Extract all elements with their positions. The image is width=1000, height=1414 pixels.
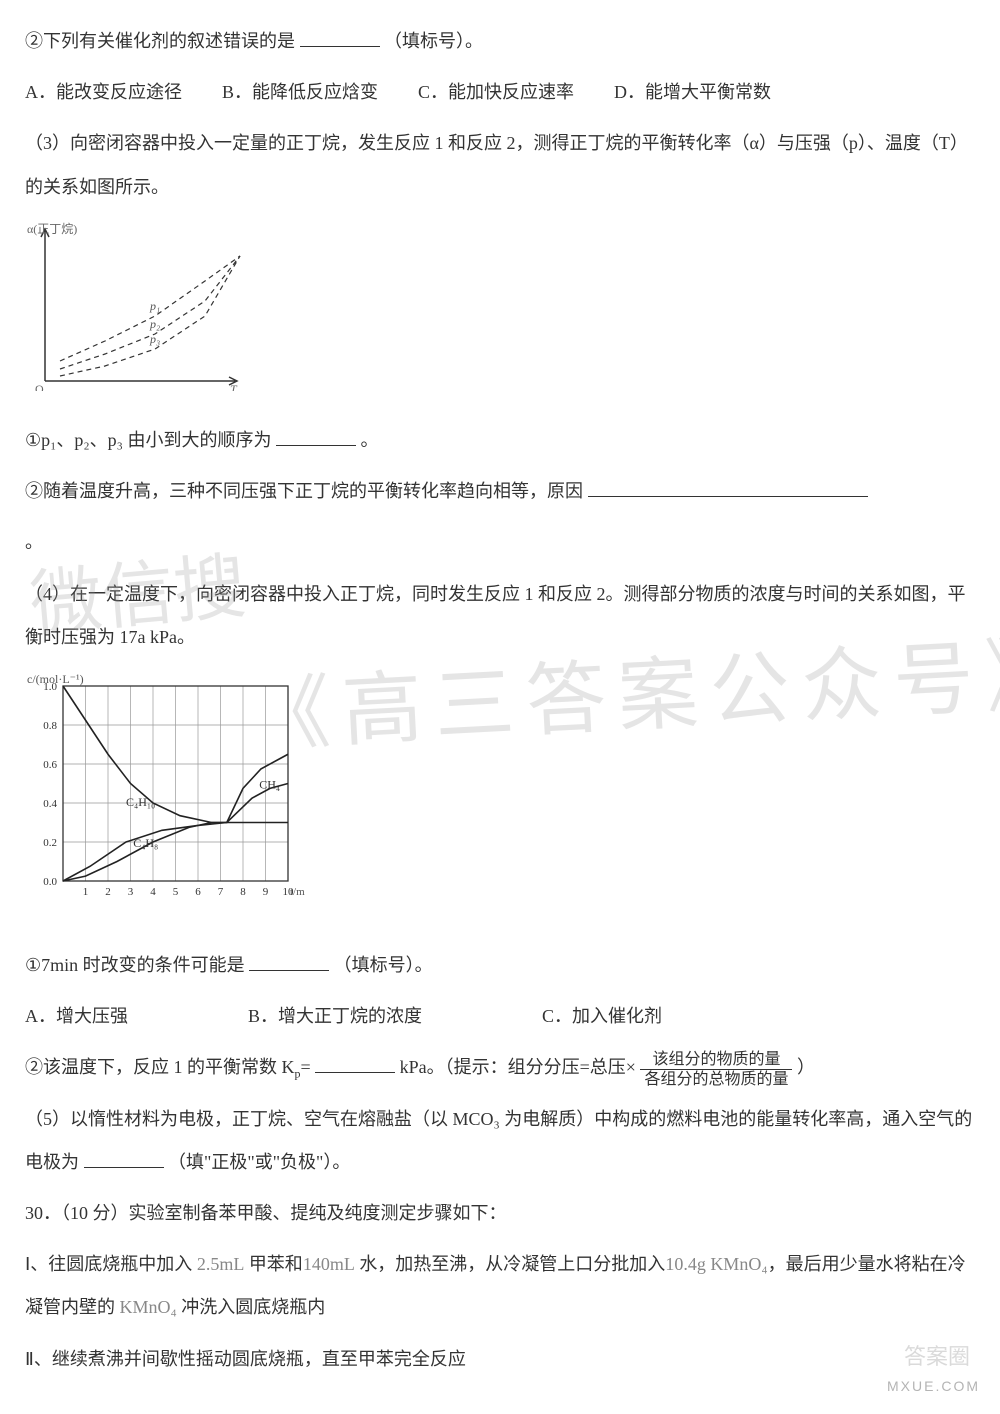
svg-text:C₄H₈: C₄H₈ — [133, 836, 158, 850]
q4-sub2-a: ②该温度下，反应 1 的平衡常数 K — [25, 1057, 295, 1077]
q2-opt-b: B．能降低反应焓变 — [222, 71, 378, 114]
q4-sub2-d: ） — [797, 1057, 815, 1077]
q4-sub1: ①7min 时改变的条件可能是 （填标号）。 — [25, 944, 975, 987]
q2-options: A．能改变反应途径 B．能降低反应焓变 C．能加快反应速率 D．能增大平衡常数 — [25, 71, 975, 114]
q4-sub2-blank — [315, 1052, 395, 1074]
chart1-svg: α(正丁烷) T Op₁ p₂p₃ — [25, 221, 245, 391]
svg-text:p₂: p₂ — [149, 317, 160, 331]
svg-text:C₄H₁₀: C₄H₁₀ — [126, 795, 155, 809]
svg-text:p₃: p₃ — [149, 332, 160, 346]
q2-opt-d: D．能增大平衡常数 — [614, 71, 771, 114]
svg-text:9: 9 — [263, 886, 269, 898]
q30-v3: 10.4g KMnO₄ — [665, 1254, 767, 1274]
q5-stem: （5）以惰性材料为电极，正丁烷、空气在熔融盐（以 MCO₃ 为电解质）中构成的燃… — [25, 1098, 975, 1184]
svg-text:c/(mol·L⁻¹): c/(mol·L⁻¹) — [27, 672, 84, 686]
chart1-container: α(正丁烷) T Op₁ p₂p₃ — [25, 221, 975, 407]
chart2-svg: 0.00.20.40.60.81.012345678910c/(mol·L⁻¹)… — [25, 671, 305, 916]
q30-s1-a: Ⅰ、往圆底烧瓶中加入 — [25, 1254, 197, 1274]
q3-sub2-blank — [588, 476, 868, 498]
q3-period: 。 — [25, 521, 975, 564]
q4-frac-num: 该组分的物质的量 — [640, 1050, 792, 1070]
q3-sub2-text: ②随着温度升高，三种不同压强下正丁烷的平衡转化率趋向相等，原因 — [25, 481, 583, 501]
svg-text:5: 5 — [173, 886, 179, 898]
svg-text:T: T — [230, 382, 238, 391]
q30-step2: Ⅱ、继续煮沸并间歇性摇动圆底烧瓶，直至甲苯完全反应 — [25, 1338, 975, 1381]
q4-opt-a: A．增大压强 — [25, 995, 128, 1038]
svg-text:2: 2 — [105, 886, 111, 898]
svg-text:7: 7 — [218, 886, 224, 898]
q30-step1: Ⅰ、往圆底烧瓶中加入 2.5mL 甲苯和140mL 水，加热至沸，从冷凝管上口分… — [25, 1243, 975, 1329]
q30-v2: 140mL — [303, 1254, 355, 1274]
q2-stem-text: ②下列有关催化剂的叙述错误的是 — [25, 31, 295, 51]
chart2-container: 0.00.20.40.60.81.012345678910c/(mol·L⁻¹)… — [25, 671, 975, 932]
svg-text:0.6: 0.6 — [43, 759, 57, 771]
q5-stem-b: （填"正极"或"负极"）。 — [168, 1152, 350, 1172]
q4-sub1-text: ①7min 时改变的条件可能是 — [25, 955, 245, 975]
q4-sub1-blank — [249, 949, 329, 971]
q3-sub2: ②随着温度升高，三种不同压强下正丁烷的平衡转化率趋向相等，原因 — [25, 470, 975, 513]
svg-text:0.4: 0.4 — [43, 798, 57, 810]
q3-sub1-text: ①p₁、p₂、p₃ 由小到大的顺序为 — [25, 430, 271, 450]
q4-opt-b: B．增大正丁烷的浓度 — [248, 995, 422, 1038]
q5-blank — [84, 1146, 164, 1168]
svg-text:1: 1 — [83, 886, 89, 898]
q2-opt-a: A．能改变反应途径 — [25, 71, 182, 114]
svg-text:0.0: 0.0 — [43, 876, 57, 888]
q4-sub2: ②该温度下，反应 1 的平衡常数 Kp= kPa。（提示：组分分压=总压× 该组… — [25, 1046, 975, 1089]
q3-sub1: ①p₁、p₂、p₃ 由小到大的顺序为 。 — [25, 419, 975, 462]
svg-text:0.2: 0.2 — [43, 837, 57, 849]
q4-sub1-tail: （填标号）。 — [334, 955, 433, 975]
svg-text:6: 6 — [195, 886, 201, 898]
q2-blank — [300, 25, 380, 47]
q30-title: 30．（10 分）实验室制备苯甲酸、提纯及纯度测定步骤如下： — [25, 1192, 975, 1235]
q4-stem: （4）在一定温度下，向密闭容器中投入正丁烷，同时发生反应 1 和反应 2。测得部… — [25, 573, 975, 659]
q2-tail: （填标号）。 — [384, 31, 483, 51]
svg-text:O: O — [35, 382, 44, 391]
q4-fraction: 该组分的物质的量 各组分的总物质的量 — [640, 1050, 792, 1089]
svg-text:α(正丁烷): α(正丁烷) — [27, 222, 77, 236]
q4-opt-c: C．加入催化剂 — [542, 995, 662, 1038]
svg-text:t/min: t/min — [290, 886, 305, 898]
svg-text:CH₄: CH₄ — [259, 777, 280, 791]
q30-v4: KMnO₄ — [120, 1297, 177, 1317]
svg-text:p₁: p₁ — [149, 299, 160, 313]
svg-text:8: 8 — [240, 886, 246, 898]
footer-watermark-url: MXUE.COM — [887, 1370, 980, 1404]
q3-sub1-blank — [276, 424, 356, 446]
q4-frac-den: 各组分的总物质的量 — [640, 1070, 792, 1089]
q3-sub1-tail: 。 — [360, 430, 378, 450]
q4-sub2-c: kPa。（提示：组分分压=总压× — [400, 1057, 636, 1077]
q2-opt-c: C．能加快反应速率 — [418, 71, 574, 114]
q4-sub2-b: = — [301, 1057, 311, 1077]
q4-options: A．增大压强 B．增大正丁烷的浓度 C．加入催化剂 — [25, 995, 975, 1038]
svg-text:4: 4 — [150, 886, 156, 898]
q3-stem: （3）向密闭容器中投入一定量的正丁烷，发生反应 1 和反应 2，测得正丁烷的平衡… — [25, 122, 975, 208]
q30-v1: 2.5mL — [197, 1254, 245, 1274]
q30-s1-c: 水，加热至沸，从冷凝管上口分批加入 — [355, 1254, 666, 1274]
svg-text:0.8: 0.8 — [43, 720, 57, 732]
q2-stem: ②下列有关催化剂的叙述错误的是 （填标号）。 — [25, 20, 975, 63]
svg-text:3: 3 — [128, 886, 134, 898]
q30-s1-e: 冲洗入圆底烧瓶内 — [177, 1297, 326, 1317]
q30-s1-b: 甲苯和 — [244, 1254, 303, 1274]
